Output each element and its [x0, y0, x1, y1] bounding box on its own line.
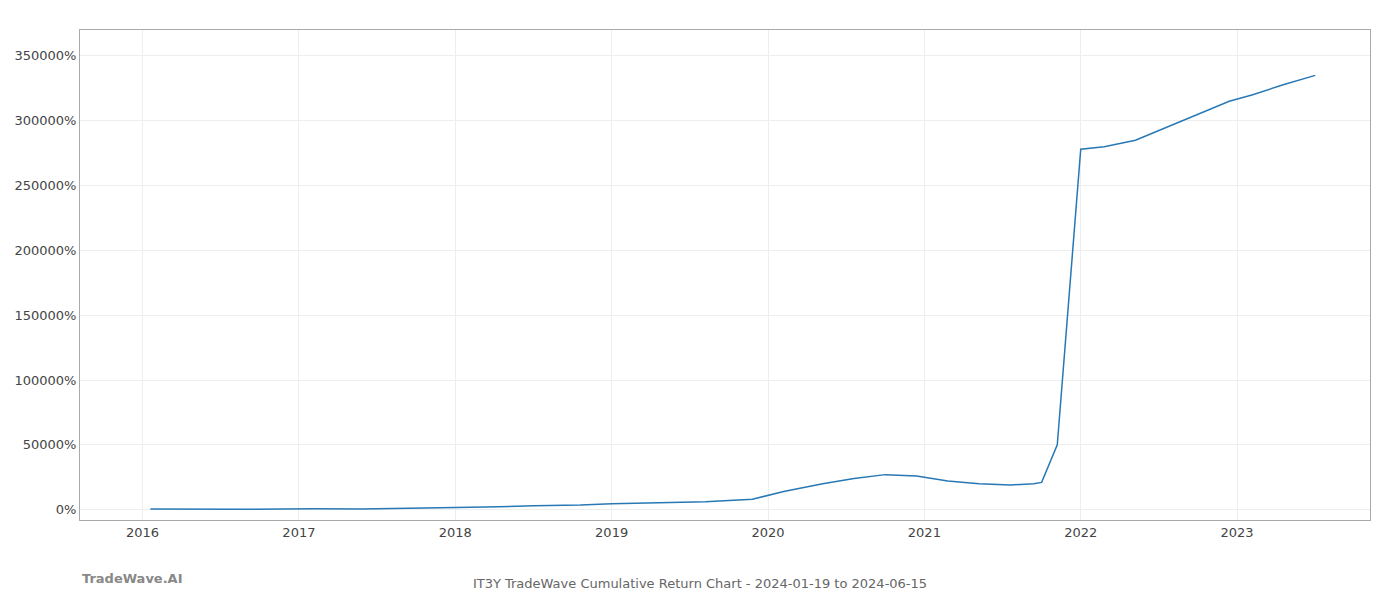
- svg-text:2017: 2017: [282, 525, 315, 540]
- svg-text:100000%: 100000%: [14, 373, 76, 388]
- svg-text:2016: 2016: [126, 525, 159, 540]
- svg-text:200000%: 200000%: [14, 243, 76, 258]
- svg-text:250000%: 250000%: [14, 178, 76, 193]
- svg-text:2022: 2022: [1064, 525, 1097, 540]
- svg-text:2020: 2020: [751, 525, 784, 540]
- svg-text:TradeWave.AI: TradeWave.AI: [82, 571, 183, 586]
- svg-text:2019: 2019: [595, 525, 628, 540]
- svg-text:2023: 2023: [1221, 525, 1254, 540]
- svg-text:2021: 2021: [908, 525, 941, 540]
- svg-text:2018: 2018: [439, 525, 472, 540]
- svg-text:50000%: 50000%: [23, 437, 77, 452]
- svg-text:150000%: 150000%: [14, 308, 76, 323]
- svg-text:IT3Y TradeWave Cumulative Retu: IT3Y TradeWave Cumulative Return Chart -…: [473, 576, 927, 591]
- svg-text:0%: 0%: [56, 502, 77, 517]
- svg-text:300000%: 300000%: [14, 113, 76, 128]
- svg-text:350000%: 350000%: [14, 48, 76, 63]
